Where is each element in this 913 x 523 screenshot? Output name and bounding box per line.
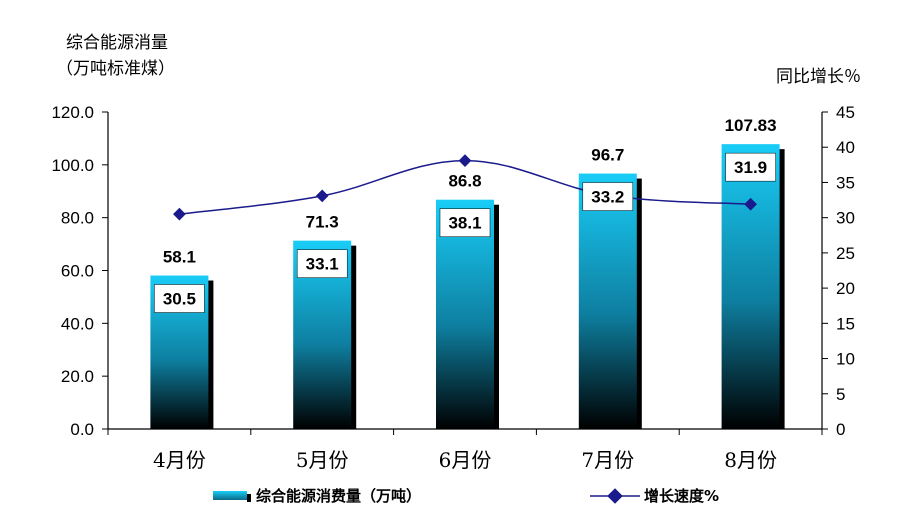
right-tick-label: 10 xyxy=(836,350,855,369)
left-tick-label: 20.0 xyxy=(61,367,94,386)
category-label: 6月份 xyxy=(439,448,492,472)
category-label: 5月份 xyxy=(296,448,349,472)
right-tick-label: 25 xyxy=(836,244,855,263)
left-tick-label: 40.0 xyxy=(61,314,94,333)
left-tick-label: 0.0 xyxy=(70,420,94,439)
rate-value-label: 33.2 xyxy=(591,188,624,207)
right-axis-ticks: 0 5 10 15 20 25 30 35 40 45 xyxy=(836,103,855,439)
legend-line-marker xyxy=(607,488,623,504)
rate-label-box xyxy=(296,249,348,278)
right-tick-label: 20 xyxy=(836,279,855,298)
rate-value-label: 31.9 xyxy=(734,158,767,177)
legend-bar-label: 综合能源消费量（万吨） xyxy=(256,487,421,505)
right-tick-label: 30 xyxy=(836,209,855,228)
rate-label-box xyxy=(725,152,776,182)
bar xyxy=(436,199,494,429)
rate-label-box xyxy=(439,208,491,237)
bar-value-label: 96.7 xyxy=(591,146,624,165)
bar-value-label: 107.83 xyxy=(725,116,777,135)
left-tick-label: 120.0 xyxy=(51,103,94,122)
left-axis-title-line1: 综合能源消量 xyxy=(66,33,168,53)
rate-point xyxy=(458,154,472,167)
rate-value-labels: 30.5 33.1 38.1 33.2 31.9 xyxy=(154,152,776,313)
rate-label-box xyxy=(582,182,634,211)
rate-point xyxy=(315,189,329,203)
rate-point xyxy=(173,207,186,221)
left-tick-label: 60.0 xyxy=(61,262,94,281)
left-tick-label: 80.0 xyxy=(61,209,94,228)
bar-value-label: 71.3 xyxy=(306,213,339,232)
rate-value-label: 30.5 xyxy=(163,290,196,309)
left-tick-label: 100.0 xyxy=(51,156,94,175)
bar-value-labels: 58.1 71.3 86.8 96.7 107.83 xyxy=(163,116,777,266)
right-tick-label: 35 xyxy=(836,173,855,192)
right-tick-label: 45 xyxy=(836,103,855,122)
bar-value-label: 86.8 xyxy=(448,172,481,191)
legend-line-label: 增长速度% xyxy=(644,487,719,505)
right-axis-title: 同比增长％ xyxy=(776,67,861,87)
left-axis-title-line2: （万吨标准煤） xyxy=(56,59,175,79)
bar xyxy=(578,173,637,429)
category-labels: 4月份 5月份 6月份 7月份 8月份 xyxy=(153,448,777,472)
axes xyxy=(102,111,828,435)
legend-bar-swatch xyxy=(213,491,247,500)
bar xyxy=(721,144,780,429)
category-label: 7月份 xyxy=(581,448,634,472)
rate-value-label: 38.1 xyxy=(448,214,481,233)
legend-bar-swatch-shadow xyxy=(247,494,251,502)
right-tick-label: 0 xyxy=(836,420,845,439)
category-label: 4月份 xyxy=(153,448,206,472)
right-tick-label: 40 xyxy=(836,138,855,157)
left-axis-ticks: 0.0 20.0 40.0 60.0 80.0 100.0 120.0 xyxy=(51,103,94,439)
legend: 综合能源消费量（万吨） 增长速度% xyxy=(213,487,719,505)
rate-label-box xyxy=(154,284,205,313)
category-label: 8月份 xyxy=(724,448,777,472)
right-tick-label: 5 xyxy=(836,385,845,404)
rate-value-label: 33.1 xyxy=(306,255,339,274)
right-tick-label: 15 xyxy=(836,314,855,333)
bar-value-label: 58.1 xyxy=(163,248,196,267)
